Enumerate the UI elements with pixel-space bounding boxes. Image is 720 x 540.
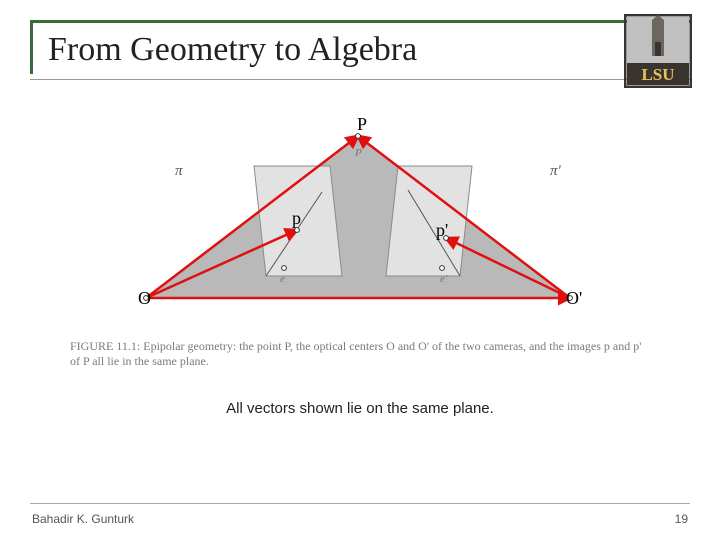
lsu-logo: LSU: [624, 14, 692, 88]
footer-page-number: 19: [675, 512, 688, 526]
slide-note: All vectors shown lie on the same plane.: [0, 400, 720, 417]
title-bar: From Geometry to Algebra: [30, 20, 690, 80]
logo-text: LSU: [641, 65, 674, 84]
svg-text:π: π: [175, 163, 183, 179]
caption-prefix: FIGURE 11.1:: [70, 339, 143, 353]
slide-root: From Geometry to Algebra LSU π π' Pe e' P p…: [0, 0, 720, 540]
svg-text:e': e': [440, 273, 448, 285]
svg-text:P: P: [354, 147, 362, 159]
footer-author: Bahadir K. Gunturk: [32, 512, 134, 526]
label-O: O: [138, 288, 151, 309]
svg-text:π': π': [550, 163, 562, 179]
caption-text: Epipolar geometry: the point P, the opti…: [70, 339, 641, 368]
label-P: P: [357, 114, 367, 135]
footer-divider: [30, 503, 690, 504]
figure-area: ππ'Pee' P p p' O O' FIGURE 11.1: Epipola…: [60, 120, 660, 400]
label-Op: O': [566, 288, 582, 309]
slide-title: From Geometry to Algebra: [48, 31, 690, 69]
label-p: p: [292, 208, 301, 229]
label-pp: p': [436, 220, 448, 241]
figure-caption: FIGURE 11.1: Epipolar geometry: the poin…: [60, 339, 660, 369]
svg-text:e: e: [280, 273, 285, 285]
